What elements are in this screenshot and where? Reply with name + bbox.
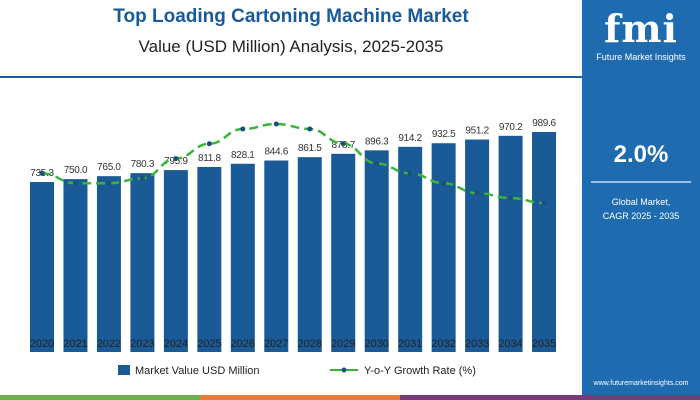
chart-subtitle: Value (USD Million) Analysis, 2025-2035 [138,37,444,56]
chart-title: Top Loading Cartoning Machine Market [113,6,469,27]
bar [30,182,54,352]
x-tick-label: 2023 [130,338,154,350]
growth-point [173,156,179,162]
legend-line-label: Y-o-Y Growth Rate (%) [364,365,476,377]
x-tick-label: 2031 [398,338,422,350]
data-label: 932.5 [432,129,456,140]
data-label: 828.1 [231,150,255,161]
growth-point [340,141,346,147]
logo-subtitle: Future Market Insights [596,52,686,62]
x-tick-label: 2026 [231,338,255,350]
data-label: 811.8 [198,153,222,164]
x-tick-label: 2029 [331,338,355,350]
legend-line-marker [341,367,347,373]
bar [364,150,389,352]
growth-point [106,180,112,186]
side-panel: fmi Future Market Insights 2.0% Global M… [582,0,700,400]
bar [264,160,289,352]
growth-point [240,126,246,132]
bar [331,153,356,352]
growth-point [139,175,145,181]
bar [163,170,188,352]
fmi-logo: fmi [604,6,678,51]
website-url: www.futuremarketinsights.com [593,380,689,387]
cagr-divider [591,181,691,183]
growth-point [541,200,547,206]
cagr-label-line2: CAGR 2025 - 2035 [602,211,680,221]
growth-point [407,170,413,176]
x-tick-label: 2035 [532,338,556,350]
bar [498,135,523,352]
bar [63,179,88,352]
x-tick-label: 2033 [465,338,489,350]
data-label: 914.2 [398,133,422,144]
growth-point [273,121,279,127]
growth-point [39,170,45,176]
x-tick-label: 2027 [264,338,288,350]
growth-point [508,195,514,201]
x-tick-label: 2030 [364,338,388,350]
data-label: 844.6 [265,147,289,158]
data-label: 765.0 [97,162,121,173]
bar [532,132,557,352]
data-label: 896.3 [365,136,389,147]
cagr-label-line1: Global Market, [611,197,671,207]
growth-point [206,141,212,147]
stripe-green [0,395,200,400]
data-label: 861.5 [298,143,322,154]
x-tick-label: 2024 [164,338,188,350]
stripe-purple [400,395,700,400]
data-label: 989.6 [532,118,556,129]
legend-bar-swatch [118,365,130,375]
bar [230,163,255,352]
growth-point [374,161,380,166]
growth-point [474,190,480,196]
x-tick-label: 2021 [63,338,87,350]
bar [465,139,490,352]
stripe-orange [200,395,400,400]
legend-bar-label: Market Value USD Million [135,365,260,377]
bar [130,173,155,352]
x-tick-label: 2032 [431,338,455,350]
data-label: 795.9 [164,156,188,167]
x-tick-label: 2028 [298,338,322,350]
data-label: 780.3 [131,159,155,170]
data-label: 970.2 [499,122,523,133]
bar [96,176,121,352]
growth-point [441,180,447,186]
cagr-value: 2.0% [613,141,669,168]
x-tick-label: 2020 [30,338,54,350]
x-tick-label: 2025 [197,338,221,350]
bar [398,146,423,352]
growth-line [41,122,545,205]
title-divider [0,76,582,78]
data-label: 750.0 [64,165,88,176]
chart-area: 735.32020750.02021765.02022780.32023795.… [30,118,557,377]
bar [197,166,222,352]
growth-point [72,180,78,186]
x-tick-label: 2022 [97,338,121,350]
x-tick-label: 2034 [498,338,522,350]
bar [297,157,322,352]
growth-point [307,126,313,132]
bar [431,143,456,352]
data-label: 951.2 [465,126,489,137]
